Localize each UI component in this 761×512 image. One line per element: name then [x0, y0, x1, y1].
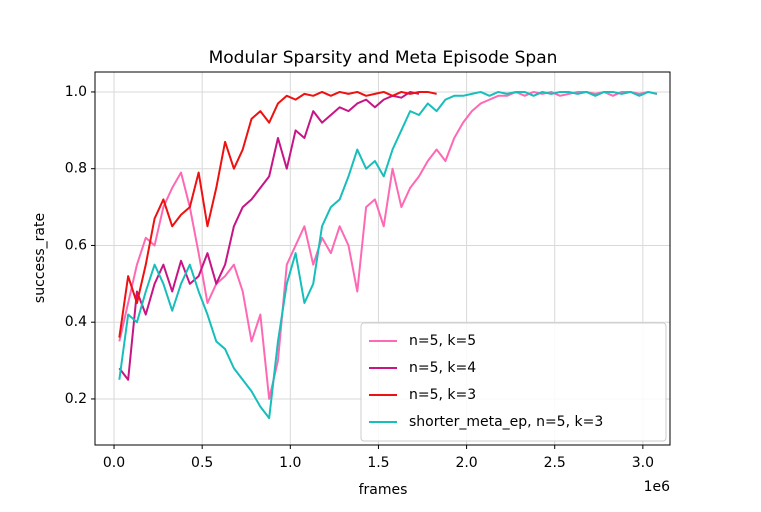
y-tick-label: 0.4 [65, 314, 87, 330]
series-line [118, 90, 658, 400]
legend-label: n=5, k=3 [409, 387, 476, 403]
series-line [118, 90, 420, 381]
x-tick-label: 3.0 [632, 455, 654, 471]
y-tick-label: 1.0 [65, 84, 87, 100]
legend-box [360, 322, 667, 442]
x-tick-label: 1.5 [367, 455, 389, 471]
series-line [118, 90, 658, 420]
legend-label: shorter_meta_ep, n=5, k=3 [409, 414, 603, 430]
y-tick-label: 0.2 [65, 391, 87, 407]
x-tick-label: 2.0 [455, 455, 477, 471]
legend-label: n=5, k=4 [409, 360, 476, 376]
x-offset-label: 1e6 [644, 479, 671, 495]
x-axis-label: frames [359, 482, 408, 498]
legend-label: n=5, k=5 [409, 333, 476, 349]
x-tick-label: 2.5 [544, 455, 566, 471]
x-tick-label: 1.0 [279, 455, 301, 471]
x-tick-label: 0.0 [103, 455, 125, 471]
y-tick-label: 0.8 [65, 161, 87, 177]
x-tick-label: 0.5 [191, 455, 213, 471]
y-axis-label: success_rate [32, 213, 48, 303]
chart-title: Modular Sparsity and Meta Episode Span [209, 48, 558, 68]
plot-frame [94, 71, 671, 446]
y-tick-label: 0.6 [65, 237, 87, 253]
series-line [118, 90, 437, 338]
